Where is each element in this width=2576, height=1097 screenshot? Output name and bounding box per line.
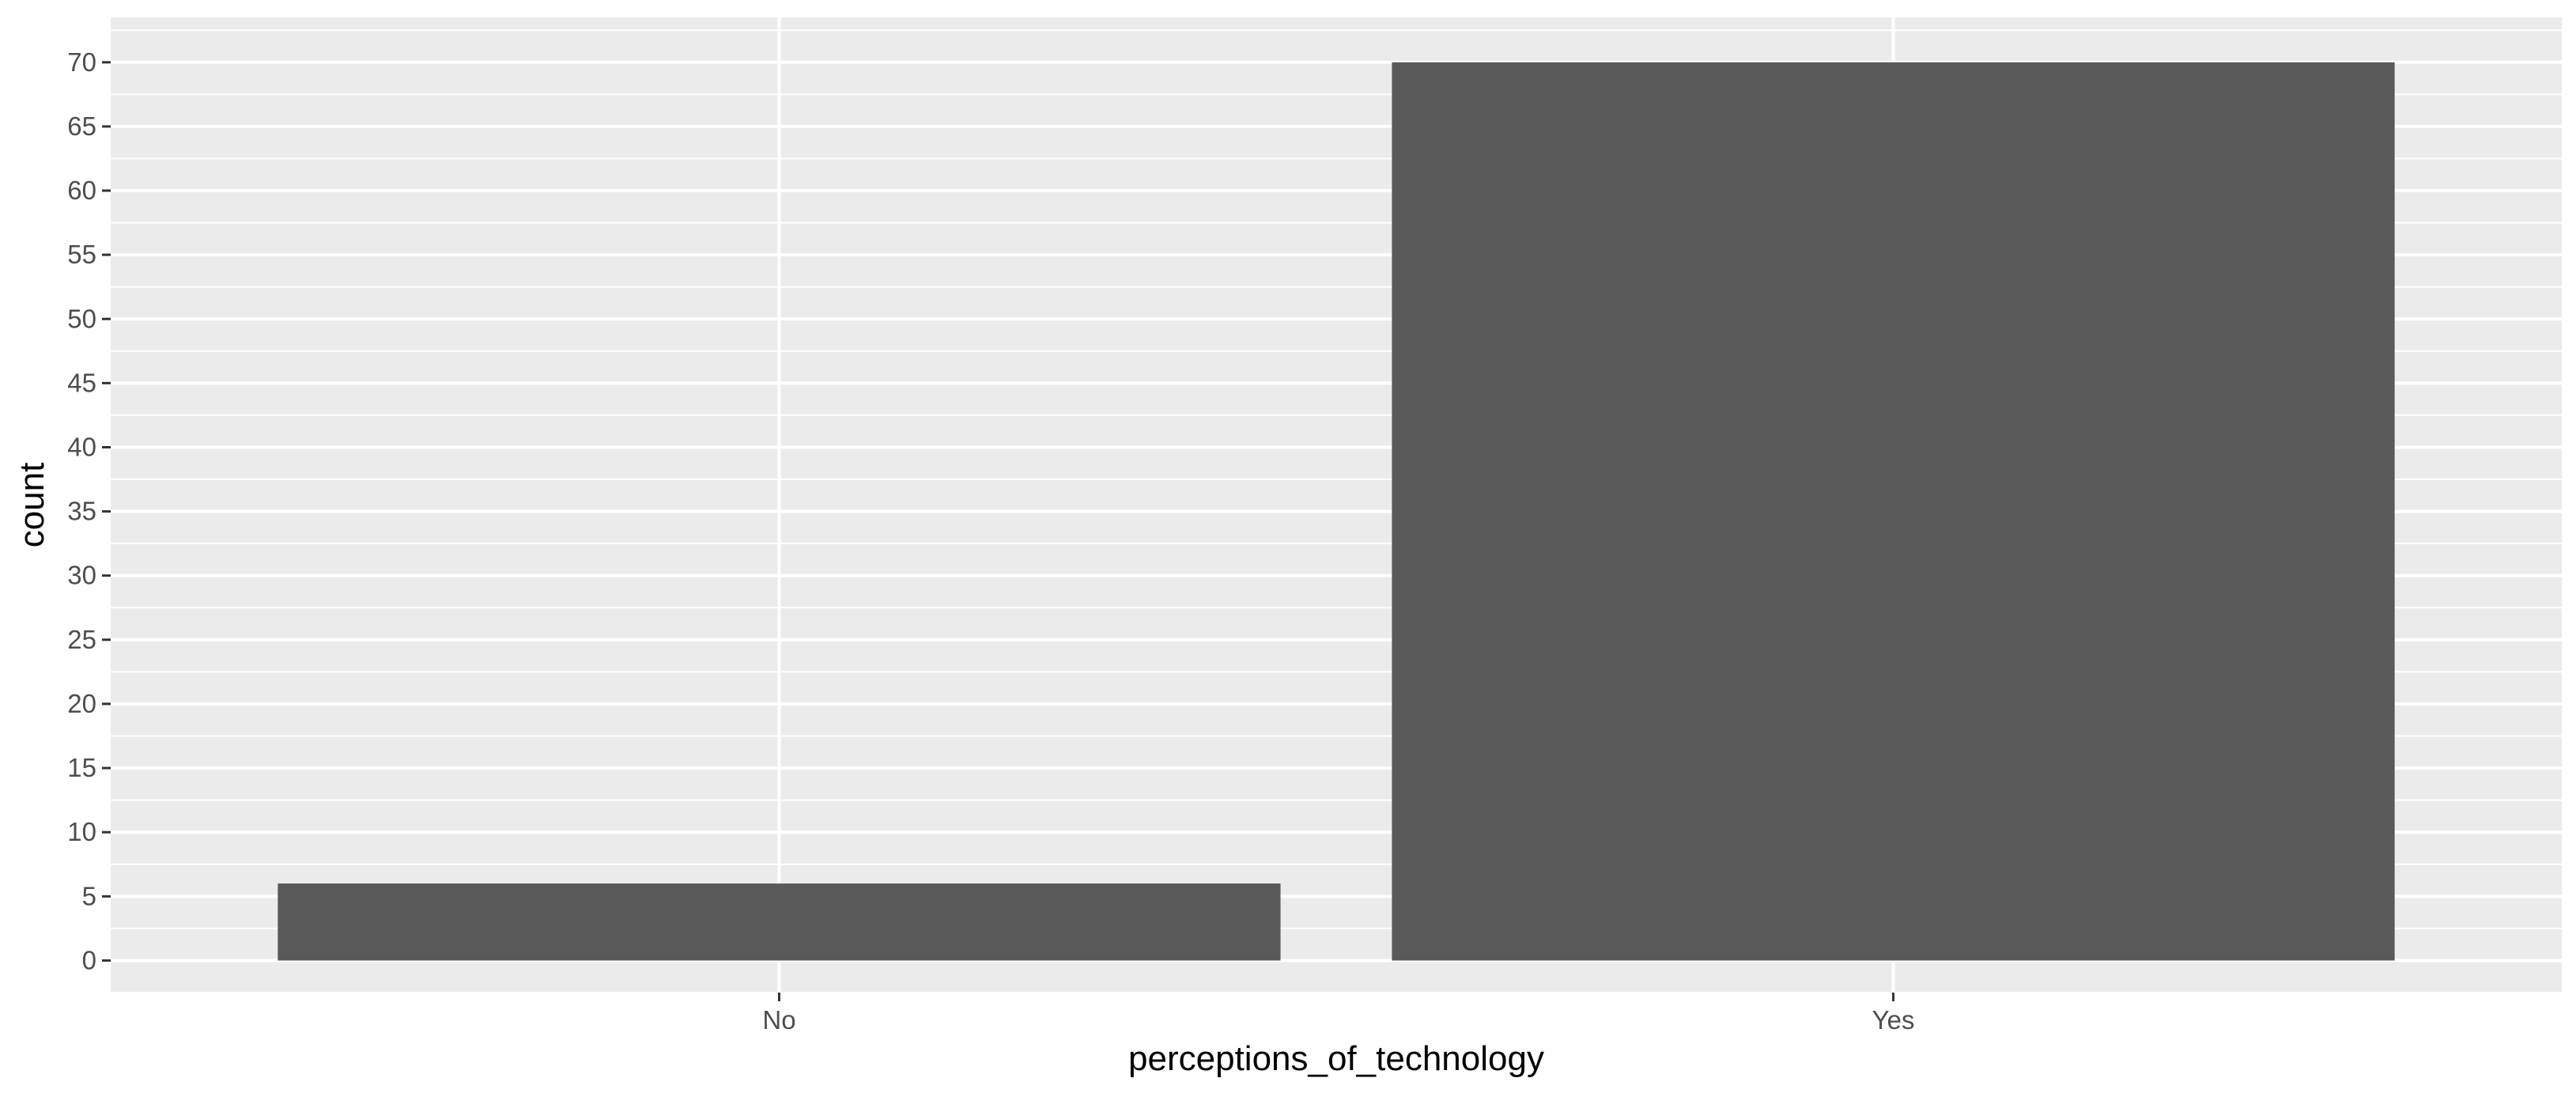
y-tick-label: 20 xyxy=(67,689,96,718)
y-tick-label: 45 xyxy=(67,368,96,397)
y-tick-label: 25 xyxy=(67,625,96,654)
bar-no xyxy=(278,883,1281,961)
y-tick-label: 50 xyxy=(67,304,96,333)
y-tick-label: 65 xyxy=(67,112,96,141)
y-tick-label: 55 xyxy=(67,240,96,269)
bar-yes xyxy=(1392,62,2395,961)
bars xyxy=(278,62,2395,961)
y-tick-label: 5 xyxy=(82,881,96,910)
y-tick-label: 15 xyxy=(67,753,96,782)
x-tick-label: No xyxy=(762,1005,795,1035)
y-tick-label: 40 xyxy=(67,432,96,461)
x-axis: No Yes xyxy=(762,993,1914,1035)
y-tick-label: 10 xyxy=(67,817,96,846)
y-tick-label: 35 xyxy=(67,497,96,526)
y-axis-title: count xyxy=(13,463,51,548)
x-tick-label: Yes xyxy=(1872,1005,1915,1035)
y-axis: 0 5 10 15 20 25 30 35 40 45 50 55 60 65 70 xyxy=(67,47,111,974)
x-axis-title: perceptions_of_technology xyxy=(1128,1039,1544,1078)
y-tick-label: 30 xyxy=(67,561,96,590)
y-tick-label: 60 xyxy=(67,176,96,205)
y-tick-label: 70 xyxy=(67,47,96,77)
y-tick-label: 0 xyxy=(82,945,96,974)
